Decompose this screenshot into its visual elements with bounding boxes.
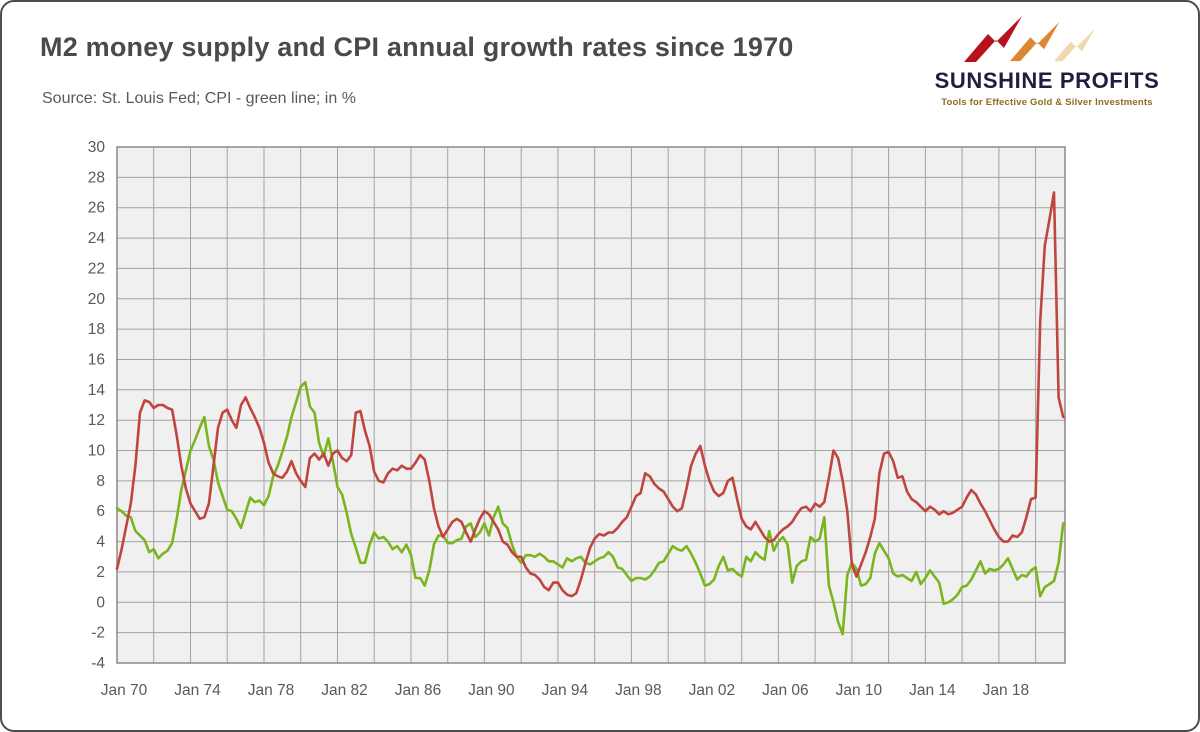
x-tick-label: Jan 70 (101, 682, 148, 699)
sunshine-profits-logo: SUNSHINE PROFITS Tools for Effective Gol… (918, 14, 1176, 108)
y-tick-label: 12 (88, 412, 105, 429)
x-tick-label: Jan 10 (836, 682, 883, 699)
m2-line (115, 191, 1065, 598)
y-tick-label: 2 (96, 564, 105, 581)
y-tick-label: 24 (88, 230, 106, 247)
y-tick-label: 22 (88, 260, 105, 277)
y-tick-label: -2 (91, 625, 105, 642)
x-tick-label: Jan 18 (983, 682, 1030, 699)
x-tick-label: Jan 78 (248, 682, 295, 699)
lightning-bolts-icon (964, 16, 1095, 62)
logo-tagline: Tools for Effective Gold & Silver Invest… (941, 97, 1153, 108)
y-tick-label: 28 (88, 169, 105, 186)
plot-border (116, 146, 1066, 664)
logo-brand-text: SUNSHINE PROFITS (934, 68, 1160, 93)
x-tick-label: Jan 14 (909, 682, 956, 699)
y-tick-label: 16 (88, 352, 105, 369)
y-tick-label: 4 (96, 534, 105, 551)
x-tick-label: Jan 06 (762, 682, 809, 699)
x-tick-label: Jan 98 (615, 682, 662, 699)
y-tick-label: 0 (96, 594, 105, 611)
y-tick-label: 20 (88, 291, 106, 308)
y-tick-label: 30 (88, 139, 106, 156)
x-tick-label: Jan 90 (468, 682, 515, 699)
y-tick-label: 18 (88, 321, 105, 338)
y-tick-label: 6 (96, 503, 105, 520)
x-tick-label: Jan 94 (542, 682, 589, 699)
y-tick-label: 8 (96, 473, 105, 490)
y-tick-label: -4 (91, 655, 105, 672)
x-tick-label: Jan 02 (689, 682, 736, 699)
x-tick-label: Jan 82 (321, 682, 368, 699)
y-tick-label: 14 (88, 382, 106, 399)
y-tick-label: 10 (88, 443, 106, 460)
plot-background (117, 147, 1065, 663)
source-note: Source: St. Louis Fed; CPI - green line;… (42, 90, 356, 107)
page-title: M2 money supply and CPI annual growth ra… (40, 32, 794, 62)
x-tick-label: Jan 86 (395, 682, 442, 699)
y-tick-label: 26 (88, 200, 105, 217)
x-tick-label: Jan 74 (174, 682, 221, 699)
